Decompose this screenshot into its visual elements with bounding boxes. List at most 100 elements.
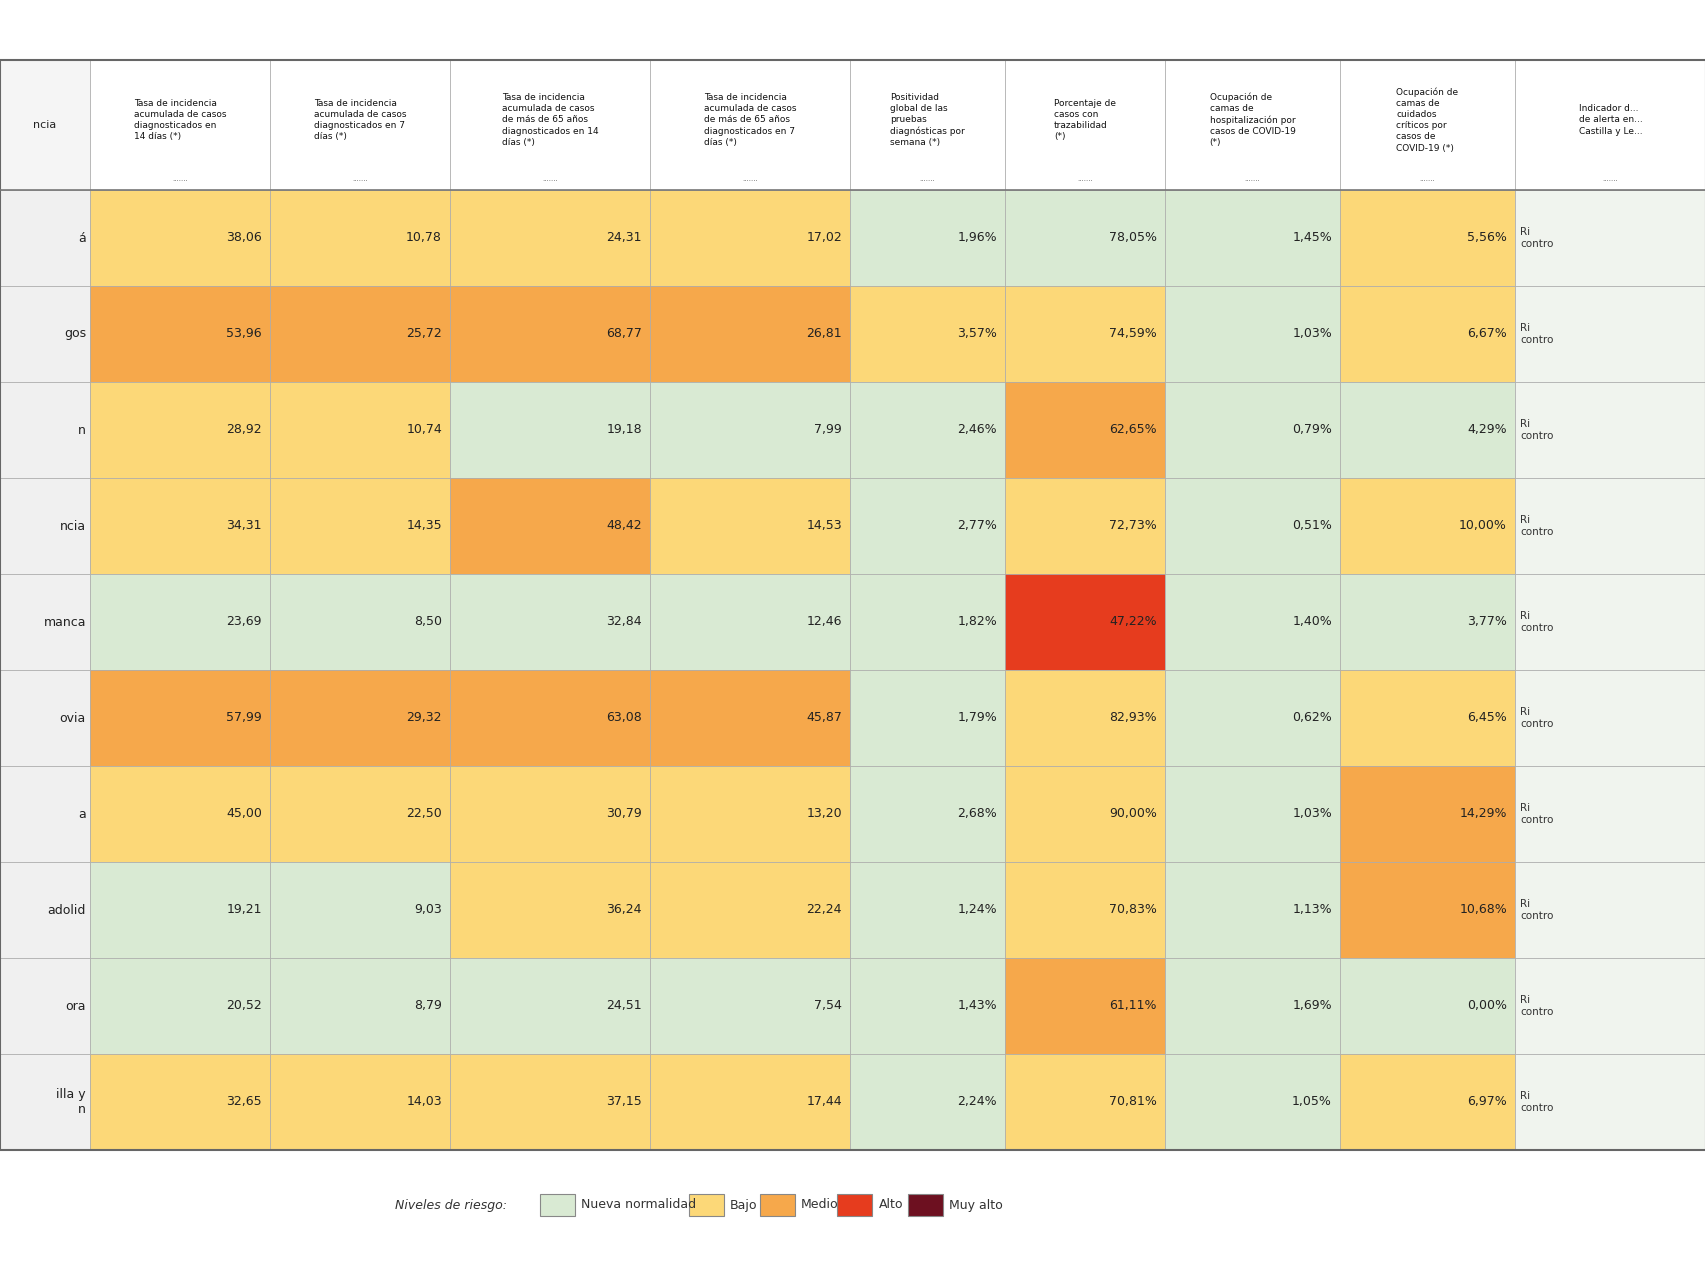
Bar — [1004, 477, 1165, 573]
Bar — [450, 861, 650, 957]
Text: 53,96: 53,96 — [227, 328, 263, 340]
Text: 82,93%: 82,93% — [1108, 712, 1156, 724]
Text: 6,67%: 6,67% — [1466, 328, 1506, 340]
Text: 17,02: 17,02 — [806, 232, 842, 244]
Bar — [849, 957, 1004, 1053]
Text: á: á — [78, 232, 85, 244]
Text: Ri
contro: Ri contro — [1519, 228, 1553, 248]
Text: .......: ....... — [1076, 175, 1093, 182]
Text: illa y
n: illa y n — [56, 1088, 85, 1116]
Text: 24,31: 24,31 — [607, 232, 641, 244]
Text: 48,42: 48,42 — [605, 520, 641, 532]
Bar — [90, 957, 269, 1053]
Bar — [837, 1194, 871, 1216]
Bar — [1165, 765, 1338, 861]
Bar — [1004, 669, 1165, 765]
Text: Nueva normalidad: Nueva normalidad — [581, 1198, 696, 1211]
Text: .......: ....... — [919, 175, 934, 182]
Bar — [1338, 1053, 1514, 1149]
Bar — [90, 1053, 269, 1149]
Bar — [269, 285, 450, 381]
Bar — [1004, 1053, 1165, 1149]
Bar — [450, 477, 650, 573]
Bar — [269, 669, 450, 765]
Bar — [450, 765, 650, 861]
Bar — [269, 765, 450, 861]
Bar — [1514, 60, 1705, 189]
Text: 0,62%: 0,62% — [1291, 712, 1332, 724]
Bar — [849, 477, 1004, 573]
Bar — [0, 765, 90, 861]
Bar — [90, 477, 269, 573]
Text: 90,00%: 90,00% — [1108, 808, 1156, 820]
Text: 38,06: 38,06 — [227, 232, 263, 244]
Text: 32,84: 32,84 — [605, 616, 641, 628]
Bar — [849, 765, 1004, 861]
Bar — [849, 381, 1004, 477]
Text: 14,03: 14,03 — [406, 1096, 442, 1108]
Text: 45,87: 45,87 — [806, 712, 842, 724]
Bar — [1165, 477, 1338, 573]
Bar — [650, 573, 849, 669]
Bar — [1338, 957, 1514, 1053]
Bar — [90, 765, 269, 861]
Text: Ocupación de
camas de
cuidados
críticos por
casos de
COVID-19 (*): Ocupación de camas de cuidados críticos … — [1396, 87, 1458, 152]
Text: 1,96%: 1,96% — [957, 232, 996, 244]
Text: 2,24%: 2,24% — [957, 1096, 996, 1108]
Text: manca: manca — [43, 616, 85, 628]
Text: 7,54: 7,54 — [813, 1000, 842, 1012]
Text: Indicador d...
de alerta en...
Castilla y Le...: Indicador d... de alerta en... Castilla … — [1577, 105, 1642, 136]
Text: Ri
contro: Ri contro — [1519, 1091, 1553, 1112]
Text: 30,79: 30,79 — [605, 808, 641, 820]
Bar — [1004, 765, 1165, 861]
Text: 61,11%: 61,11% — [1108, 1000, 1156, 1012]
Text: .......: ....... — [351, 175, 368, 182]
Bar — [1004, 381, 1165, 477]
Text: 1,03%: 1,03% — [1291, 808, 1332, 820]
Bar — [650, 861, 849, 957]
Bar — [450, 573, 650, 669]
Text: 12,46: 12,46 — [806, 616, 842, 628]
Text: 1,13%: 1,13% — [1292, 904, 1332, 916]
Text: 10,00%: 10,00% — [1458, 520, 1506, 532]
Text: Ri
contro: Ri contro — [1519, 323, 1553, 344]
Text: Ri
contro: Ri contro — [1519, 996, 1553, 1016]
Text: 14,29%: 14,29% — [1459, 808, 1506, 820]
Text: 36,24: 36,24 — [607, 904, 641, 916]
Bar — [0, 60, 90, 189]
Bar — [1338, 765, 1514, 861]
Bar — [1165, 189, 1338, 285]
Bar — [650, 60, 849, 189]
Text: 0,00%: 0,00% — [1466, 1000, 1506, 1012]
Bar — [1004, 573, 1165, 669]
Bar — [90, 573, 269, 669]
Bar — [1338, 861, 1514, 957]
Bar — [1514, 573, 1705, 669]
Bar — [450, 285, 650, 381]
Bar — [269, 573, 450, 669]
Bar — [759, 1194, 795, 1216]
Bar — [0, 285, 90, 381]
Bar — [90, 285, 269, 381]
Text: 26,81: 26,81 — [806, 328, 842, 340]
Text: Bajo: Bajo — [730, 1198, 757, 1211]
Text: Ri
contro: Ri contro — [1519, 899, 1553, 920]
Bar — [849, 285, 1004, 381]
Bar — [450, 957, 650, 1053]
Bar — [269, 189, 450, 285]
Text: 70,81%: 70,81% — [1108, 1096, 1156, 1108]
Bar — [450, 189, 650, 285]
Text: .......: ....... — [172, 175, 188, 182]
Bar — [1338, 669, 1514, 765]
Text: 20,52: 20,52 — [227, 1000, 263, 1012]
Bar — [269, 477, 450, 573]
Text: ncia: ncia — [60, 520, 85, 532]
Text: Medio: Medio — [801, 1198, 839, 1211]
Bar — [1004, 285, 1165, 381]
Text: 6,97%: 6,97% — [1466, 1096, 1506, 1108]
Bar — [1004, 861, 1165, 957]
Text: 13,20: 13,20 — [806, 808, 842, 820]
Text: ncia: ncia — [34, 120, 56, 131]
Text: 19,18: 19,18 — [605, 424, 641, 436]
Text: Ri
contro: Ri contro — [1519, 612, 1553, 632]
